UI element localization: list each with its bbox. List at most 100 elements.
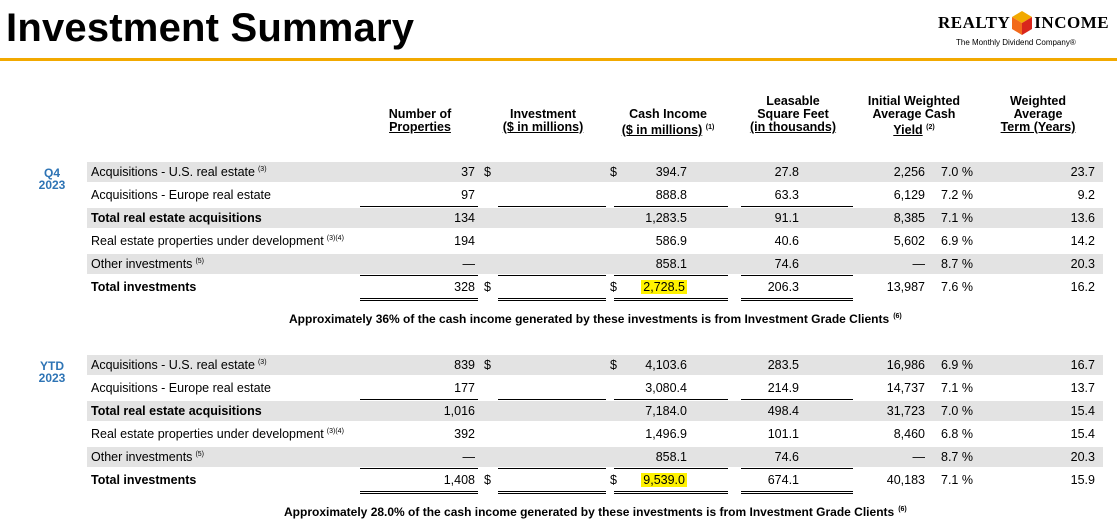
cash-income-cell: 74.6 — [774, 257, 799, 271]
term-cell: 14.2 — [1070, 234, 1095, 248]
table-row: Total investments 328 2,728.5 206.3 13,987 7.… — [87, 277, 1103, 297]
table-row: Acquisitions - U.S. real estate (3) 37 394.… — [87, 162, 1103, 182]
title-underline — [0, 58, 1117, 61]
table-row: Real estate properties under development… — [87, 424, 1103, 444]
term-cell: 15.4 — [1070, 404, 1095, 418]
total-double-rule — [614, 298, 728, 301]
properties-cell: 134 — [454, 211, 475, 225]
properties-cell: 1,016 — [443, 404, 475, 418]
col-header-yield: Initial Weighted Average Cash Yield (2) — [867, 94, 961, 138]
subtotal-rule — [498, 399, 606, 400]
table-row: Other investments (5) — 858.1 74.6 — 8.7 % 20.3 — [87, 254, 1103, 274]
term-cell: 23.7 — [1070, 165, 1095, 179]
table-row: Total real estate acquisitions 1,016 7,184… — [87, 401, 1103, 421]
logo-cube-icon — [1012, 11, 1033, 35]
total-double-rule — [741, 491, 853, 494]
subtotal-rule — [360, 399, 478, 400]
yield-cell: 6.9 % — [941, 234, 973, 248]
row-label: Acquisitions - Europe real estate — [91, 188, 271, 202]
sqft-cell: — — [912, 450, 926, 464]
properties-cell: 328 — [454, 280, 475, 294]
investment-grade-note: Approximately 36% of the cash income gen… — [289, 312, 902, 326]
subtotal-rule — [741, 468, 853, 469]
investment-cell: 4,103.6 — [645, 358, 687, 372]
cash-income-cell: 498.4 — [767, 404, 799, 418]
investment-cell: 1,283.5 — [645, 211, 687, 225]
logo-word-left: REALTY — [938, 13, 1011, 32]
row-label: Total real estate acquisitions — [91, 211, 262, 225]
properties-cell: 97 — [461, 188, 475, 202]
col-header-leasable: Leasable Square Feet (in thousands) — [749, 94, 837, 134]
col-header-properties: Number of Properties — [388, 107, 452, 134]
investment-cell: 586.9 — [655, 234, 687, 248]
subtotal-rule — [741, 275, 853, 276]
cash-income-cell: 283.5 — [767, 358, 799, 372]
investment-cell: 394.7 — [655, 165, 687, 179]
cash-income-cell: 214.9 — [767, 381, 799, 395]
subtotal-rule — [498, 206, 606, 207]
properties-cell: 1,408 — [443, 473, 475, 487]
cash-income-cell: 74.6 — [774, 450, 799, 464]
yield-cell: 6.8 % — [941, 427, 973, 441]
currency-symbol: $ — [610, 165, 617, 179]
subtotal-rule — [614, 275, 728, 276]
row-label: Real estate properties under development… — [91, 234, 344, 248]
subtotal-rule — [360, 206, 478, 207]
sqft-cell: 8,460 — [893, 427, 925, 441]
yield-cell: 6.9 % — [941, 358, 973, 372]
cash-income-cell: 206.3 — [767, 280, 799, 294]
term-cell: 20.3 — [1070, 450, 1095, 464]
subtotal-rule — [614, 399, 728, 400]
total-double-rule — [614, 491, 728, 494]
sqft-cell: 14,737 — [886, 381, 925, 395]
row-label: Acquisitions - U.S. real estate (3) — [91, 165, 267, 179]
row-label: Real estate properties under development… — [91, 427, 344, 441]
properties-cell: 194 — [454, 234, 475, 248]
company-logo: REALTY INCOME The Monthly Dividend Compa… — [930, 6, 1110, 52]
yield-cell: 7.1 % — [941, 211, 973, 225]
table-row: Acquisitions - Europe real estate 177 3,08… — [87, 378, 1103, 398]
sqft-cell: 6,129 — [893, 188, 925, 202]
yield-cell: 7.0 % — [941, 404, 973, 418]
total-double-rule — [360, 491, 478, 494]
table-row: Total real estate acquisitions 134 1,283.5… — [87, 208, 1103, 228]
investment-grade-note: Approximately 28.0% of the cash income g… — [284, 505, 907, 519]
table-row: Total investments 1,408 9,539.0 674.1 40,183… — [87, 470, 1103, 490]
subtotal-rule — [498, 275, 606, 276]
row-label: Total investments — [91, 280, 197, 294]
sqft-cell: — — [912, 257, 926, 271]
sqft-cell: 40,183 — [886, 473, 925, 487]
investment-cell: 888.8 — [655, 188, 687, 202]
logo-tagline: The Monthly Dividend Company® — [956, 38, 1076, 47]
subtotal-rule — [614, 206, 728, 207]
currency-symbol: $ — [484, 473, 491, 487]
currency-symbol: $ — [610, 280, 617, 294]
yield-cell: 7.0 % — [941, 165, 973, 179]
total-double-rule — [498, 298, 606, 301]
investment-cell: 3,080.4 — [645, 381, 687, 395]
sqft-cell: 16,986 — [886, 358, 925, 372]
investment-cell: 858.1 — [655, 450, 687, 464]
term-cell: 13.6 — [1070, 211, 1095, 225]
investment-cell: 7,184.0 — [645, 404, 687, 418]
table-row: Acquisitions - U.S. real estate (3) 839 4,1… — [87, 355, 1103, 375]
properties-cell: 37 — [461, 165, 475, 179]
currency-symbol: $ — [484, 165, 491, 179]
properties-cell: 177 — [454, 381, 475, 395]
term-cell: 13.7 — [1070, 381, 1095, 395]
section-period-label: YTD 2023 — [38, 359, 66, 385]
currency-symbol: $ — [484, 358, 491, 372]
term-cell: 15.9 — [1070, 473, 1095, 487]
sqft-cell: 2,256 — [893, 165, 925, 179]
row-label: Other investments (5) — [91, 257, 204, 271]
currency-symbol: $ — [610, 473, 617, 487]
subtotal-rule — [741, 206, 853, 207]
term-cell: 16.7 — [1070, 358, 1095, 372]
col-header-term: Weighted Average Term (Years) — [1000, 94, 1076, 134]
section-period-label: Q4 2023 — [38, 166, 66, 192]
yield-cell: 7.1 % — [941, 381, 973, 395]
total-double-rule — [498, 491, 606, 494]
sqft-cell: 31,723 — [886, 404, 925, 418]
row-label: Other investments (5) — [91, 450, 204, 464]
investment-cell-highlighted: 2,728.5 — [641, 280, 687, 294]
